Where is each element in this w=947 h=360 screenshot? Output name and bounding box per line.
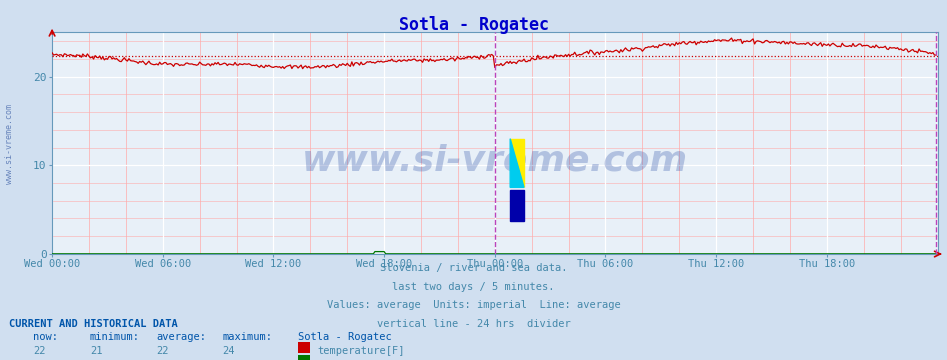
Polygon shape xyxy=(510,139,524,187)
Polygon shape xyxy=(510,139,524,187)
Text: Values: average  Units: imperial  Line: average: Values: average Units: imperial Line: av… xyxy=(327,300,620,310)
Text: www.si-vreme.com: www.si-vreme.com xyxy=(5,104,14,184)
Text: 21: 21 xyxy=(90,346,102,356)
Text: 22: 22 xyxy=(33,346,45,356)
Text: now:: now: xyxy=(33,332,58,342)
Text: Sotla - Rogatec: Sotla - Rogatec xyxy=(298,332,392,342)
Text: temperature[F]: temperature[F] xyxy=(317,346,404,356)
Text: average:: average: xyxy=(156,332,206,342)
Text: maximum:: maximum: xyxy=(223,332,273,342)
Text: minimum:: minimum: xyxy=(90,332,140,342)
Text: www.si-vreme.com: www.si-vreme.com xyxy=(302,144,688,178)
Text: 24: 24 xyxy=(223,346,235,356)
Bar xyxy=(510,190,524,221)
Text: Sotla - Rogatec: Sotla - Rogatec xyxy=(399,16,548,34)
Text: CURRENT AND HISTORICAL DATA: CURRENT AND HISTORICAL DATA xyxy=(9,319,178,329)
Text: 22: 22 xyxy=(156,346,169,356)
Text: Slovenia / river and sea data.: Slovenia / river and sea data. xyxy=(380,263,567,273)
Text: vertical line - 24 hrs  divider: vertical line - 24 hrs divider xyxy=(377,319,570,329)
Text: last two days / 5 minutes.: last two days / 5 minutes. xyxy=(392,282,555,292)
